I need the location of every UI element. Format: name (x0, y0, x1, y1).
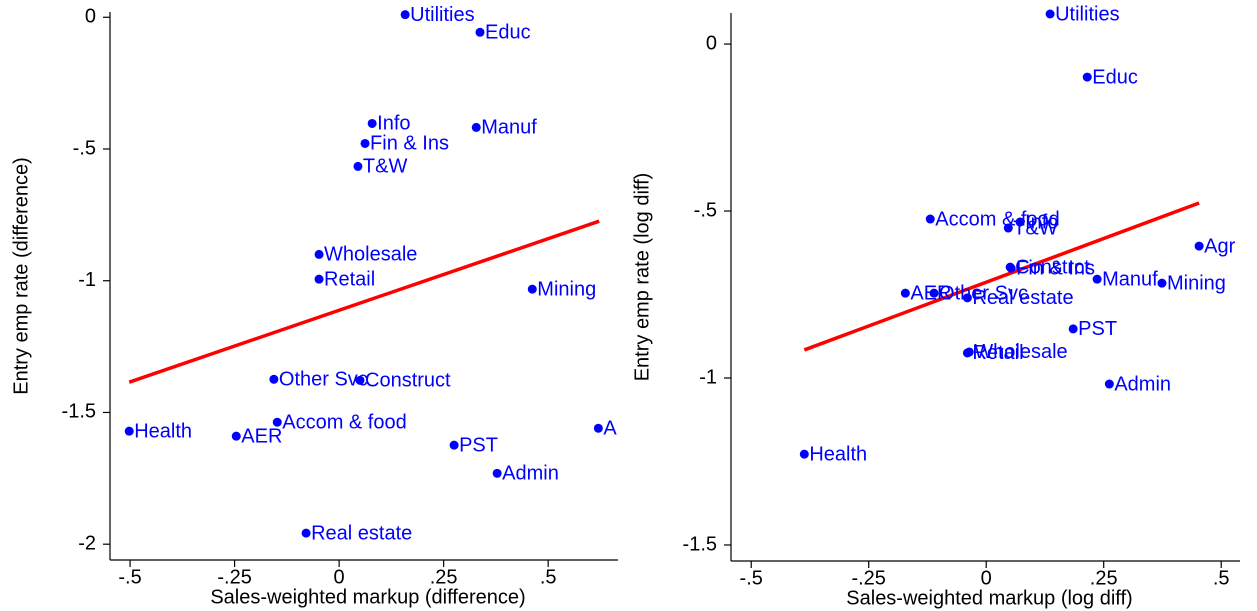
x-tick-label: .5 (1213, 567, 1230, 589)
point-label: Manuf (1102, 268, 1158, 290)
point-label: T&W (1013, 217, 1058, 239)
point-label: AER (241, 425, 282, 447)
point-label: Other Svc (939, 282, 1028, 304)
point-label: Info (1025, 211, 1058, 233)
point-label: Mining (537, 278, 596, 300)
point (269, 374, 279, 384)
point (475, 27, 485, 37)
point (471, 122, 481, 132)
x-tick-label: -.25 (217, 566, 251, 588)
point-label: Construct (365, 370, 451, 392)
x-tick-label: .25 (430, 566, 458, 588)
point-label: A (603, 418, 617, 440)
point-label: Educ (485, 22, 531, 44)
point-label: PST (459, 434, 498, 456)
point (964, 347, 974, 357)
y-axis-title: Entry emp rate (log diff) (631, 173, 653, 382)
point-label: Other Svc (279, 369, 368, 391)
point (1003, 223, 1013, 233)
point-label: Real estate (972, 287, 1073, 309)
point-label: Retail (324, 268, 375, 290)
point (1194, 241, 1204, 251)
x-tick-label: .5 (540, 566, 557, 588)
point (449, 440, 459, 450)
point-label: Wholesale (974, 341, 1067, 363)
y-tick-label: -.5 (694, 199, 717, 221)
point-label: Admin (502, 463, 559, 485)
point (593, 423, 603, 433)
x-axis-title: Sales-weighted markup (log diff) (846, 587, 1132, 609)
point (301, 528, 311, 538)
point (353, 161, 363, 171)
point (1045, 9, 1055, 19)
point (1015, 217, 1025, 227)
point (492, 468, 502, 478)
x-tick-label: -.5 (740, 567, 763, 589)
point (1092, 274, 1102, 284)
y-tick-label: -1 (78, 269, 96, 291)
point (962, 293, 972, 303)
point (124, 426, 134, 436)
point (1104, 379, 1114, 389)
point (527, 284, 537, 294)
y-tick-label: -1 (699, 366, 717, 388)
y-tick-label: -2 (78, 532, 96, 554)
point-label: Health (134, 420, 192, 442)
fit-line (803, 201, 1200, 352)
point-label: PST (1078, 318, 1117, 340)
point (1082, 72, 1092, 82)
point-label: Utilities (1055, 3, 1119, 25)
point (799, 449, 809, 459)
point (925, 214, 935, 224)
x-tick-label: .25 (1090, 567, 1118, 589)
point (367, 118, 377, 128)
point (272, 417, 282, 427)
point-label: Accom & food (282, 411, 407, 433)
y-tick-label: -1.5 (62, 401, 96, 423)
point (314, 249, 324, 259)
point (1157, 278, 1167, 288)
x-axis-title: Sales-weighted markup (difference) (210, 586, 525, 608)
point (355, 375, 365, 385)
y-tick-label: 0 (85, 6, 96, 28)
point-label: Health (809, 443, 867, 465)
point (314, 274, 324, 284)
x-tick-label: -.25 (851, 567, 885, 589)
point-label: T&W (363, 156, 408, 178)
point-label: Info (377, 113, 410, 135)
point (231, 431, 241, 441)
point-label: Fin & Ins (1016, 257, 1095, 279)
y-tick-label: 0 (706, 32, 717, 54)
point (1068, 324, 1078, 334)
point-label: Educ (1092, 66, 1138, 88)
point-label: Manuf (481, 117, 537, 139)
fit-line (128, 219, 600, 384)
x-tick-label: 0 (334, 566, 345, 588)
point-label: Fin & Ins (370, 133, 449, 155)
point-label: Real estate (311, 522, 412, 544)
point (400, 10, 410, 20)
x-tick-label: 0 (981, 567, 992, 589)
point (1006, 263, 1016, 273)
y-tick-label: -1.5 (683, 533, 717, 555)
point-label: Mining (1167, 272, 1226, 294)
point-label: Wholesale (324, 244, 417, 266)
y-tick-label: -.5 (73, 137, 96, 159)
point-label: Accom & food (935, 208, 1060, 230)
point (900, 288, 910, 298)
point-label: Agr (1204, 235, 1235, 257)
point-label: Constrct (1015, 256, 1090, 278)
point-label: Retail (972, 342, 1023, 364)
point-label: Utilities (410, 4, 474, 26)
point (929, 288, 939, 298)
x-tick-label: -.5 (118, 566, 141, 588)
point (360, 138, 370, 148)
y-axis-title: Entry emp rate (difference) (10, 157, 32, 395)
point-label: Admin (1114, 373, 1171, 395)
